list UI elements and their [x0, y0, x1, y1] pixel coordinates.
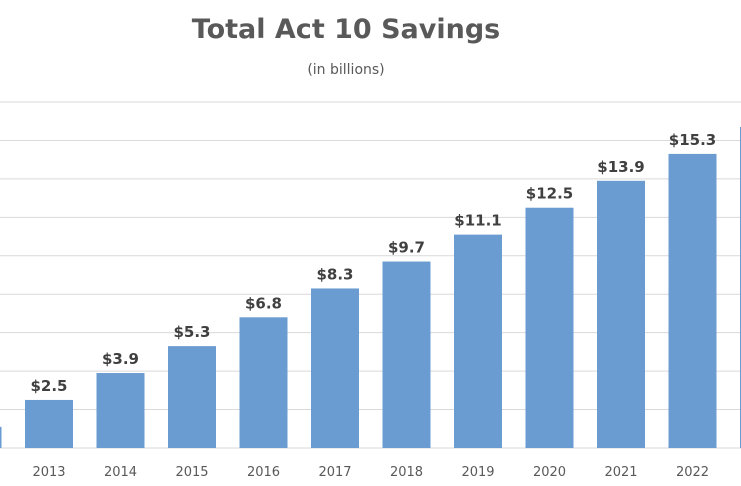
data-label-2015: $5.3	[173, 323, 210, 341]
data-label-2014: $3.9	[102, 350, 139, 368]
chart-subtitle: (in billions)	[307, 62, 385, 78]
x-tick-2017: 2017	[318, 465, 351, 480]
x-tick-2019: 2019	[461, 465, 494, 480]
x-tick-2016: 2016	[247, 465, 280, 480]
data-label-2019: $11.1	[454, 212, 501, 230]
data-label-2013: $2.5	[30, 377, 67, 395]
data-label-2017: $8.3	[316, 265, 353, 283]
data-labels: $2.5 $3.9 $5.3 $6.8 $8.3 $9.7 $11.1 $12.5 $13.9 $…	[30, 131, 716, 395]
data-label-2021: $13.9	[597, 158, 644, 176]
bar-2017	[311, 288, 359, 448]
bar-2020	[525, 207, 574, 448]
data-label-2020: $12.5	[526, 185, 573, 203]
bar-2013	[25, 399, 73, 448]
data-label-2016: $6.8	[245, 294, 282, 312]
data-label-2022: $15.3	[669, 131, 716, 149]
x-tick-2020: 2020	[533, 465, 566, 480]
chart-title: Total Act 10 Savings	[191, 14, 501, 45]
data-label-2018: $9.7	[388, 239, 425, 257]
bars	[0, 126, 741, 449]
x-tick-2021: 2021	[604, 465, 637, 480]
bar-2016	[239, 317, 288, 448]
bar-2018	[382, 261, 431, 448]
bar-2012	[0, 426, 2, 448]
x-tick-2014: 2014	[104, 465, 137, 480]
x-tick-2018: 2018	[390, 465, 423, 480]
x-tick-2022: 2022	[676, 465, 709, 480]
x-tick-2013: 2013	[32, 465, 65, 480]
bar-2021	[597, 180, 645, 449]
bar-2015	[168, 346, 216, 448]
x-tick-2015: 2015	[175, 465, 208, 480]
bar-2022	[668, 153, 717, 448]
bar-2019	[454, 234, 502, 448]
bar-2014	[96, 373, 145, 448]
x-tick-labels: 2013 2014 2015 2016 2017 2018 2019 2020 2021 2022	[32, 465, 709, 480]
